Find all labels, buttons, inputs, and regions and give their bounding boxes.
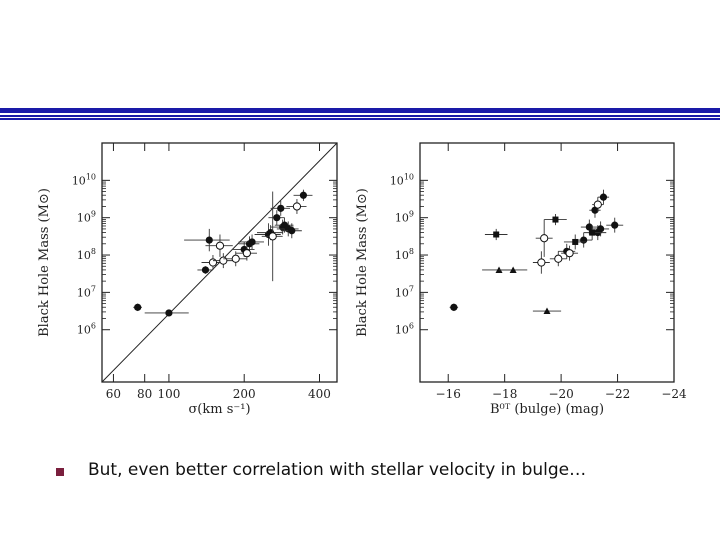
y-tick-label-exp: 8 <box>91 247 96 256</box>
title-bar <box>0 108 720 120</box>
y-tick-label-base: 10 <box>77 286 91 299</box>
x-axis-label: B⁰ᵀ (bulge) (mag) <box>490 402 604 417</box>
data-point-open-circle <box>565 249 574 258</box>
y-tick-label: 106 <box>395 322 414 337</box>
title-bar-line-thin-1 <box>0 115 720 117</box>
data-point-filled-circle <box>299 191 308 199</box>
data-point-filled-circle <box>201 266 210 274</box>
x-tick-label: 60 <box>106 387 121 401</box>
bullet-text: But, even better correlation with stella… <box>88 460 587 480</box>
data-point-filled-circle <box>450 303 458 311</box>
data-point-filled-circle <box>585 223 593 231</box>
y-tick-label-base: 10 <box>77 249 91 262</box>
data-point-filled-square <box>572 238 579 245</box>
data-point-open-circle <box>540 234 549 243</box>
x-tick-label: −22 <box>605 387 630 401</box>
y-tick-label-base: 10 <box>72 174 86 187</box>
x-tick-label: 80 <box>137 387 152 401</box>
y-tick-label-base: 10 <box>395 249 409 262</box>
data-point-open-circle <box>554 254 563 263</box>
y-tick-label: 109 <box>395 210 414 225</box>
x-tick-label: −16 <box>436 387 461 401</box>
y-axis-label: Black Hole Mass (M⊙) <box>37 188 52 337</box>
data-point-filled-square <box>552 216 559 223</box>
figure: 106 107 108 109 1010 60 80 100 200 400 σ(km s⁻¹) Bl… <box>30 135 710 435</box>
y-tick-label-base: 10 <box>390 174 404 187</box>
y-tick-label-exp: 10 <box>404 172 414 181</box>
y-tick-label: 108 <box>395 247 414 262</box>
data-layer <box>449 189 624 315</box>
x-tick-label: 400 <box>308 387 331 401</box>
data-point-filled-circle <box>288 227 296 235</box>
y-tick-label-base: 10 <box>395 286 409 299</box>
plot-frame <box>419 142 675 383</box>
data-point-open-circle <box>268 232 277 241</box>
y-tick-label-base: 10 <box>77 212 91 225</box>
y-tick-label: 109 <box>77 210 96 225</box>
data-point-filled-circle <box>134 303 142 311</box>
data-point-filled-circle <box>273 214 281 222</box>
data-point-filled-circle <box>580 236 588 244</box>
data-point-filled-circle <box>599 193 608 201</box>
y-tick-label-exp: 9 <box>91 210 96 219</box>
y-tick-label: 107 <box>395 284 414 299</box>
data-point-filled-circle <box>248 238 256 246</box>
data-point-filled-triangle <box>509 266 517 273</box>
y-tick-label-exp: 6 <box>91 322 96 331</box>
data-point-filled-circle <box>597 225 605 233</box>
x-axis-label: σ(km s⁻¹) <box>188 402 250 417</box>
data-point-filled-circle <box>205 236 213 244</box>
data-point-open-circle <box>537 258 546 267</box>
y-tick-label-base: 10 <box>395 212 409 225</box>
x-tick-label: −24 <box>661 387 687 401</box>
y-tick-label-exp: 10 <box>86 172 96 181</box>
data-point-open-circle <box>292 202 302 211</box>
data-point-filled-triangle <box>543 307 551 315</box>
data-point-filled-square <box>589 229 596 236</box>
data-point-open-circle <box>208 258 218 267</box>
data-point-filled-circle <box>165 309 173 317</box>
y-tick-label-exp: 6 <box>409 322 414 331</box>
y-tick-label-exp: 7 <box>409 284 414 293</box>
y-tick-label-base: 10 <box>77 324 91 337</box>
data-point-open-circle <box>219 256 228 265</box>
y-tick-label: 1010 <box>390 172 414 187</box>
y-tick-label: 106 <box>77 322 96 337</box>
data-point-filled-circle <box>277 204 285 212</box>
y-tick-label-base: 10 <box>395 324 409 337</box>
y-axis-label: Black Hole Mass (M⊙) <box>355 188 370 337</box>
x-tick-label: −20 <box>548 387 573 401</box>
data-point-open-circle <box>215 241 225 250</box>
data-point-open-circle <box>231 254 240 263</box>
data-layer <box>102 143 337 382</box>
plot-frame <box>101 142 338 383</box>
x-tick-label: 200 <box>233 387 256 401</box>
title-bar-line-thin-2 <box>0 118 720 120</box>
data-point-open-circle <box>593 200 602 209</box>
x-tick-label: −18 <box>492 387 517 401</box>
bullet-square-icon <box>56 468 64 476</box>
y-tick-label: 1010 <box>72 172 96 187</box>
data-point-filled-circle <box>611 221 619 229</box>
title-bar-line-thick <box>0 108 720 113</box>
y-tick-label: 108 <box>77 247 96 262</box>
y-tick-label-exp: 8 <box>409 247 414 256</box>
y-tick-label-exp: 9 <box>409 210 414 219</box>
x-tick-label: 100 <box>157 387 180 401</box>
data-point-filled-square <box>493 231 500 238</box>
y-tick-label: 107 <box>77 284 96 299</box>
data-point-open-circle <box>242 249 251 258</box>
y-tick-label-exp: 7 <box>91 284 96 293</box>
